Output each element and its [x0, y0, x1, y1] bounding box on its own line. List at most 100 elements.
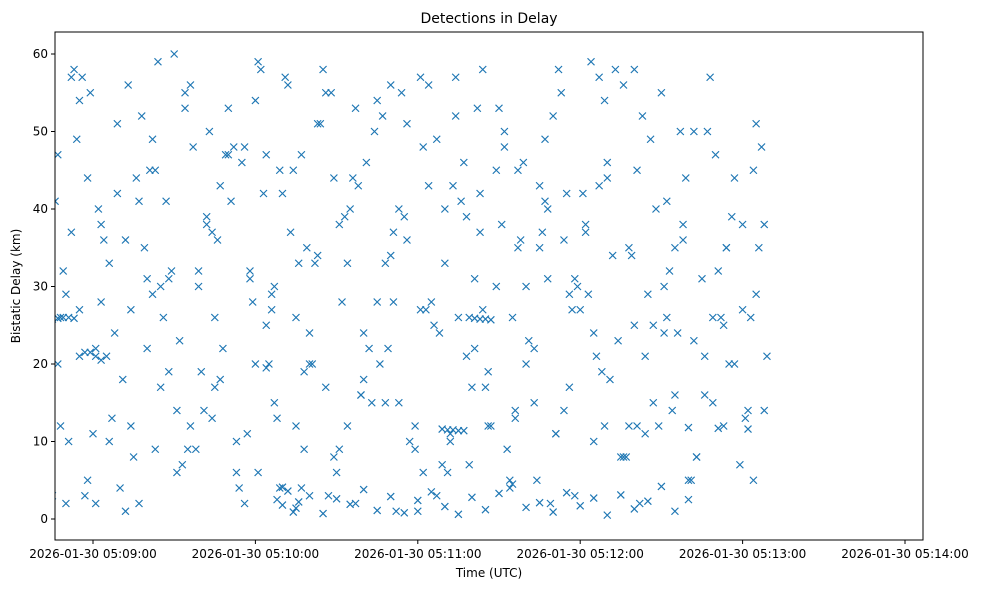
detection-marker	[202, 212, 211, 221]
detection-marker	[151, 445, 160, 454]
detection-marker	[373, 506, 382, 515]
detection-marker	[308, 360, 317, 368]
detection-marker	[749, 476, 758, 485]
detection-marker	[576, 501, 585, 510]
detection-marker	[110, 329, 119, 337]
detection-marker	[346, 500, 355, 509]
detection-marker	[719, 321, 728, 330]
detection-marker	[278, 189, 287, 198]
detection-marker	[135, 499, 143, 508]
detection-marker	[297, 484, 306, 492]
detection-marker	[413, 496, 422, 505]
plot-area	[55, 50, 771, 520]
detection-marker	[191, 445, 200, 454]
detection-marker	[516, 236, 525, 244]
detection-marker	[186, 81, 195, 89]
detection-marker	[392, 507, 401, 516]
detection-marker	[221, 150, 230, 159]
detection-marker	[240, 143, 249, 151]
detection-marker	[565, 383, 574, 392]
detection-marker	[541, 135, 549, 144]
detection-marker	[440, 205, 449, 213]
detection-marker	[459, 426, 468, 435]
detection-marker	[573, 282, 582, 291]
detection-marker	[522, 282, 530, 291]
detection-marker	[749, 166, 758, 175]
detection-marker	[708, 313, 717, 322]
detection-marker	[560, 406, 568, 415]
detection-marker	[535, 243, 544, 252]
detection-marker	[389, 228, 398, 237]
detection-marker	[332, 494, 341, 503]
detection-marker	[273, 414, 281, 423]
detection-marker	[313, 119, 322, 128]
detection-marker	[232, 437, 241, 446]
detection-marker	[462, 352, 471, 361]
detection-marker	[438, 460, 447, 469]
detection-marker	[746, 313, 755, 322]
detection-marker	[538, 228, 547, 237]
detection-marker	[343, 422, 352, 430]
detection-marker	[427, 298, 436, 306]
x-axis: 2026-01-30 05:09:00 2026-01-30 05:10:00 20…	[29, 540, 969, 561]
detection-marker	[606, 375, 614, 384]
detection-marker	[530, 344, 539, 353]
detection-marker	[67, 228, 76, 237]
detection-marker	[595, 181, 604, 190]
detection-marker	[744, 425, 752, 434]
detection-marker	[67, 73, 76, 82]
detection-marker	[316, 119, 325, 128]
detection-marker	[400, 212, 409, 221]
detection-marker	[145, 166, 154, 175]
detection-marker	[530, 398, 539, 407]
detection-marker	[641, 352, 650, 361]
detection-marker	[324, 491, 333, 500]
detection-marker	[581, 220, 590, 229]
detection-marker	[443, 468, 452, 477]
detection-marker	[83, 476, 92, 485]
detection-marker	[752, 290, 761, 299]
detection-marker	[562, 189, 571, 198]
detection-marker	[597, 367, 606, 376]
y-tick-label: 60	[33, 47, 48, 61]
detection-marker	[589, 437, 598, 446]
detection-marker	[440, 502, 449, 511]
detection-marker	[454, 313, 463, 322]
detection-marker	[646, 135, 655, 144]
detection-marker	[270, 398, 279, 407]
detection-marker	[86, 348, 95, 357]
detection-marker	[633, 166, 641, 175]
detection-marker	[614, 336, 623, 345]
detection-marker	[760, 406, 769, 415]
detection-marker	[649, 321, 658, 330]
detection-marker	[224, 104, 233, 113]
detection-marker	[294, 259, 303, 268]
detection-marker	[600, 96, 609, 105]
detection-marker	[430, 321, 438, 330]
detection-marker	[763, 352, 771, 361]
detection-marker	[671, 243, 679, 252]
detection-marker	[717, 313, 725, 322]
detection-marker	[283, 81, 292, 89]
detection-marker	[570, 274, 579, 283]
detection-marker	[91, 499, 100, 508]
detection-marker	[684, 423, 693, 432]
detection-marker	[592, 352, 601, 361]
detection-marker	[205, 127, 214, 136]
detection-marker	[94, 205, 103, 213]
detection-marker	[178, 460, 187, 469]
y-tick-label: 30	[33, 280, 48, 294]
detection-marker	[319, 65, 327, 74]
detection-marker	[457, 197, 466, 206]
detection-marker	[262, 321, 271, 330]
detection-marker	[473, 104, 482, 113]
detection-marker	[156, 383, 165, 392]
detection-marker	[389, 298, 398, 306]
detection-marker	[641, 429, 650, 438]
detection-marker	[459, 158, 468, 167]
detection-marker	[357, 391, 365, 399]
detection-marker	[416, 305, 425, 314]
detection-marker	[394, 398, 403, 407]
x-tick-label: 2026-01-30 05:10:00	[192, 547, 319, 561]
